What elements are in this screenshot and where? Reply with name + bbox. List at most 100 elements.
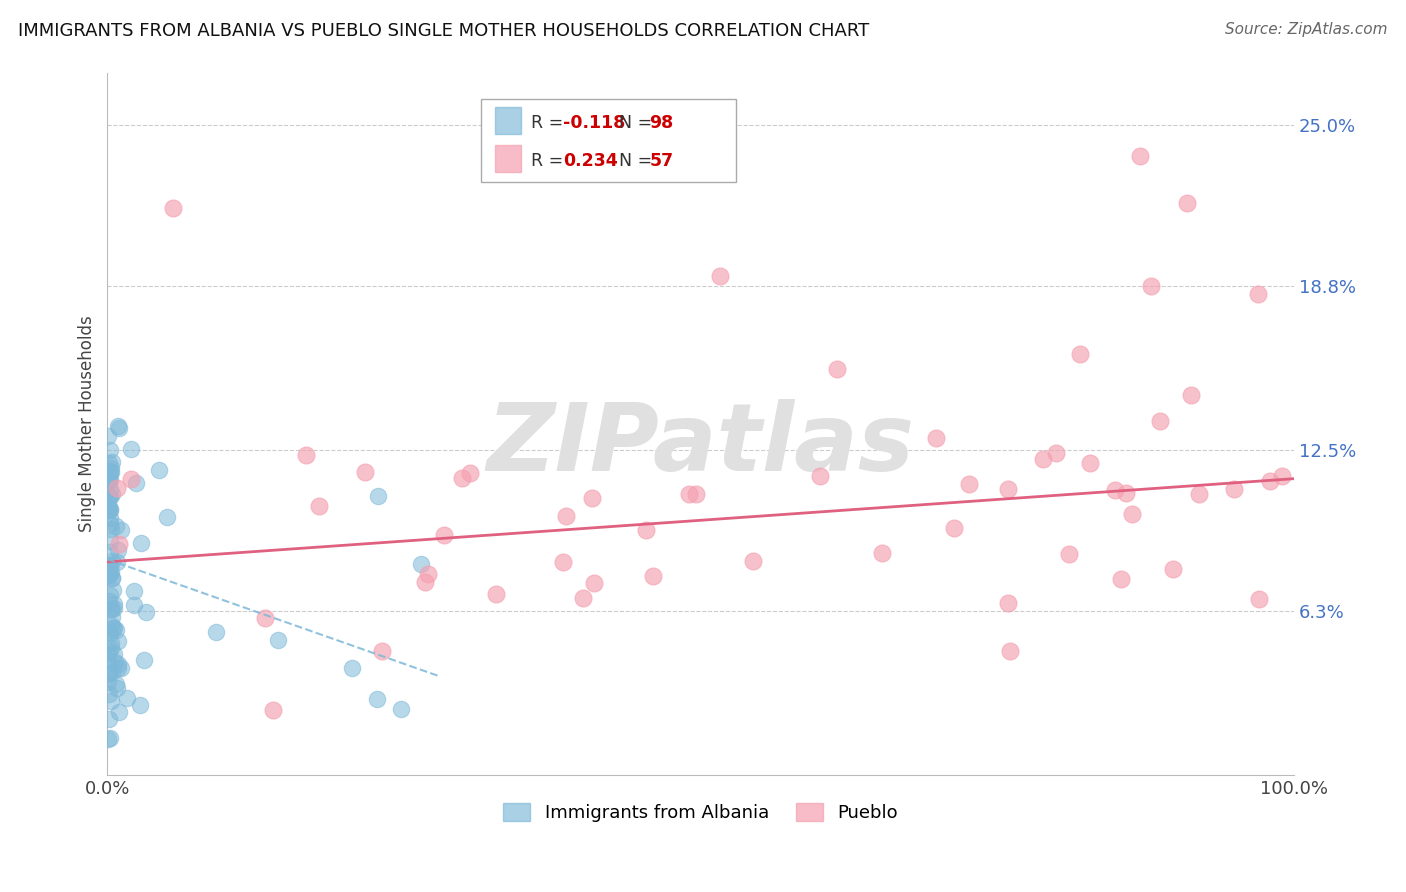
Point xyxy=(97,501,120,516)
Point xyxy=(162,201,184,215)
Point xyxy=(101,571,124,585)
Point xyxy=(101,554,124,568)
Point xyxy=(308,500,330,514)
Point xyxy=(97,731,120,746)
Point xyxy=(100,618,122,632)
Text: ZIPatlas: ZIPatlas xyxy=(486,399,915,491)
Point xyxy=(959,476,981,491)
Point xyxy=(98,501,121,516)
Point xyxy=(97,666,120,681)
Point xyxy=(110,523,132,537)
Point xyxy=(104,519,127,533)
Point xyxy=(96,625,118,640)
Point xyxy=(103,597,125,611)
Point xyxy=(572,591,595,605)
Point xyxy=(105,481,128,495)
Point xyxy=(1161,562,1184,576)
Point xyxy=(97,501,120,516)
Point xyxy=(1175,196,1198,211)
Point xyxy=(108,705,131,719)
Point xyxy=(107,421,129,435)
Point xyxy=(100,464,122,478)
Point xyxy=(583,575,606,590)
Point xyxy=(98,503,121,517)
Point xyxy=(98,511,121,525)
Point xyxy=(97,429,120,443)
Point xyxy=(555,509,578,524)
Point xyxy=(98,687,121,701)
Text: 98: 98 xyxy=(650,114,673,132)
Point xyxy=(1121,507,1143,521)
Text: 57: 57 xyxy=(650,153,673,170)
Point xyxy=(342,660,364,674)
Point xyxy=(108,537,131,551)
Point xyxy=(100,461,122,475)
Point xyxy=(418,566,440,581)
Point xyxy=(100,455,122,469)
Point xyxy=(97,475,120,490)
Point xyxy=(104,655,127,669)
Point xyxy=(97,567,120,582)
Point xyxy=(100,466,122,480)
Point xyxy=(1045,446,1067,460)
Point xyxy=(97,472,120,486)
FancyBboxPatch shape xyxy=(495,107,522,134)
Point xyxy=(100,522,122,536)
Point xyxy=(1247,592,1270,607)
Point xyxy=(97,502,120,516)
Point xyxy=(100,636,122,650)
Point xyxy=(101,621,124,635)
Point xyxy=(97,657,120,671)
Text: N =: N = xyxy=(619,114,658,132)
Point xyxy=(129,536,152,550)
Point xyxy=(98,474,121,488)
Point xyxy=(458,466,481,480)
Text: IMMIGRANTS FROM ALBANIA VS PUEBLO SINGLE MOTHER HOUSEHOLDS CORRELATION CHART: IMMIGRANTS FROM ALBANIA VS PUEBLO SINGLE… xyxy=(18,22,869,40)
Point xyxy=(98,483,121,497)
Point xyxy=(100,565,122,579)
Point xyxy=(1104,483,1126,498)
Point xyxy=(709,269,731,284)
Point xyxy=(98,643,121,657)
Point xyxy=(107,419,129,434)
Point xyxy=(1057,547,1080,561)
Point xyxy=(104,677,127,691)
Point xyxy=(1258,475,1281,489)
Point xyxy=(105,681,128,695)
Point xyxy=(433,528,456,542)
Point xyxy=(96,558,118,572)
Point xyxy=(553,555,575,569)
Point xyxy=(450,471,472,485)
Text: 0.234: 0.234 xyxy=(562,153,617,170)
Point xyxy=(636,523,658,537)
Point xyxy=(98,566,121,581)
Point xyxy=(997,596,1019,610)
Point xyxy=(484,587,506,601)
Point xyxy=(98,560,121,574)
Point xyxy=(1180,387,1202,401)
Point xyxy=(742,554,765,568)
Point xyxy=(98,588,121,602)
Point xyxy=(678,487,700,501)
Point xyxy=(1069,347,1091,361)
FancyBboxPatch shape xyxy=(495,145,522,172)
Point xyxy=(97,474,120,488)
Point xyxy=(998,643,1021,657)
Point xyxy=(370,643,392,657)
Point xyxy=(100,640,122,655)
Point xyxy=(107,633,129,648)
Point xyxy=(129,698,152,713)
Text: -0.118: -0.118 xyxy=(562,114,626,132)
Point xyxy=(925,431,948,445)
Point xyxy=(98,502,121,516)
Point xyxy=(105,555,128,569)
Point xyxy=(205,624,228,639)
Point xyxy=(262,703,284,717)
Point xyxy=(1223,482,1246,496)
Point xyxy=(366,692,388,706)
Point xyxy=(825,361,848,376)
Point xyxy=(1149,414,1171,428)
Text: N =: N = xyxy=(619,153,658,170)
Point xyxy=(997,483,1019,497)
Point xyxy=(122,584,145,599)
